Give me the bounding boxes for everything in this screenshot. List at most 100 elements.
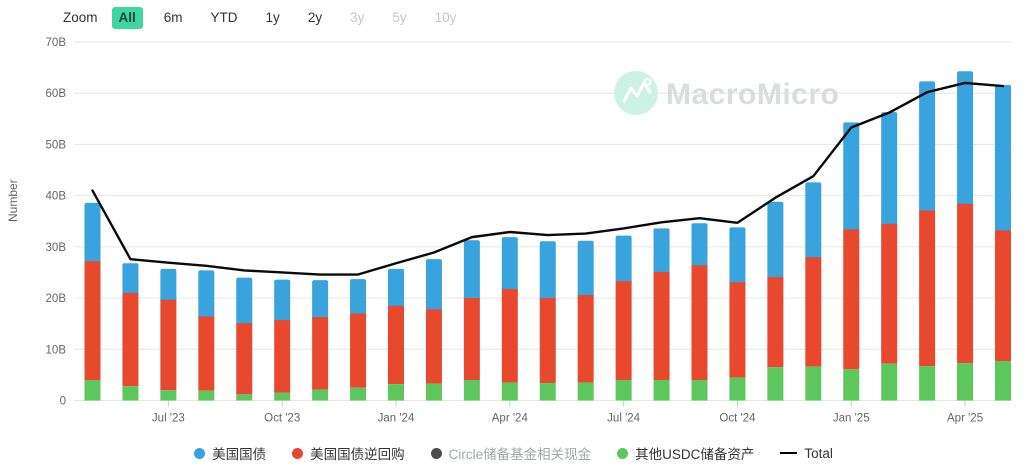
legend-item-label: 美国国债逆回购 xyxy=(310,447,405,462)
bar-segment-other-usdc[interactable] xyxy=(160,390,177,401)
bar-segment-repo[interactable] xyxy=(350,313,367,388)
bar-segment-repo[interactable] xyxy=(957,203,974,364)
bar-segment-other-usdc[interactable] xyxy=(881,363,898,401)
bar-segment-repo[interactable] xyxy=(122,292,139,387)
bar-segment-treasury[interactable] xyxy=(350,279,367,317)
logo-mountain-glyph xyxy=(622,81,652,103)
bar-segment-treasury[interactable] xyxy=(767,201,784,281)
bar-segment-other-usdc[interactable] xyxy=(653,380,670,401)
bar-segment-treasury[interactable] xyxy=(615,235,632,285)
zoom-toolbar: Zoom All 6m YTD 1y 2y 3y 5y 10y xyxy=(63,7,463,29)
bar-segment-treasury[interactable] xyxy=(122,263,139,296)
bar-segment-other-usdc[interactable] xyxy=(539,383,556,401)
bar-segment-other-usdc[interactable] xyxy=(236,394,253,401)
bar-segment-treasury[interactable] xyxy=(274,279,291,324)
y-tick-label: 0 xyxy=(60,396,66,408)
legend-item-其他USDC储备资产[interactable]: 其他USDC储备资产 xyxy=(617,443,754,463)
legend-dot-marker xyxy=(292,447,304,459)
bar-segment-treasury[interactable] xyxy=(881,112,898,227)
bar-segment-other-usdc[interactable] xyxy=(843,369,860,401)
bar-segment-other-usdc[interactable] xyxy=(198,390,215,401)
bar-segment-other-usdc[interactable] xyxy=(122,386,139,401)
bar-segment-treasury[interactable] xyxy=(539,241,556,302)
bar-segment-other-usdc[interactable] xyxy=(957,363,974,401)
legend-item-美国国债[interactable]: 美国国债 xyxy=(194,443,266,463)
bar-segment-repo[interactable] xyxy=(919,210,936,367)
zoom-button-ytd[interactable]: YTD xyxy=(204,7,245,29)
bar-segment-repo[interactable] xyxy=(198,316,215,391)
bar-segment-treasury[interactable] xyxy=(653,228,670,275)
bar-segment-repo[interactable] xyxy=(539,298,556,384)
bar-segment-other-usdc[interactable] xyxy=(350,387,367,401)
zoom-button-all[interactable]: All xyxy=(111,7,143,29)
bar-segment-treasury[interactable] xyxy=(729,227,746,286)
legend-item-Circle储备基金相关现金[interactable]: Circle储备基金相关现金 xyxy=(430,443,591,463)
bar-segment-repo[interactable] xyxy=(615,281,632,381)
bar-segment-treasury[interactable] xyxy=(843,122,860,233)
bar-segment-repo[interactable] xyxy=(501,288,518,383)
bar-segment-other-usdc[interactable] xyxy=(463,380,480,401)
zoom-button-10y: 10y xyxy=(428,7,464,29)
bar-segment-treasury[interactable] xyxy=(919,81,936,214)
bar-segment-treasury[interactable] xyxy=(577,240,594,298)
bar-segment-repo[interactable] xyxy=(388,305,404,385)
bar-segment-repo[interactable] xyxy=(425,309,442,384)
y-axis-title: Number xyxy=(6,179,20,222)
bar-segment-treasury[interactable] xyxy=(84,202,101,265)
bar-segment-repo[interactable] xyxy=(84,261,101,381)
bar-segment-other-usdc[interactable] xyxy=(84,380,101,401)
bar-segment-treasury[interactable] xyxy=(691,223,708,269)
bar-segment-treasury[interactable] xyxy=(463,240,480,302)
y-tick-label: 40B xyxy=(46,191,67,203)
bar-segment-treasury[interactable] xyxy=(312,280,329,321)
bar-segment-repo[interactable] xyxy=(691,265,708,381)
bar-segment-repo[interactable] xyxy=(463,298,480,381)
zoom-button-2y[interactable]: 2y xyxy=(301,7,329,29)
bar-segment-repo[interactable] xyxy=(160,299,177,391)
legend-dot-marker xyxy=(617,447,629,459)
bar-segment-repo[interactable] xyxy=(577,294,594,383)
bar-segment-repo[interactable] xyxy=(274,320,291,393)
zoom-button-1y[interactable]: 1y xyxy=(259,7,287,29)
bar-segment-other-usdc[interactable] xyxy=(274,392,291,401)
bar-segment-other-usdc[interactable] xyxy=(919,366,936,401)
bar-segment-repo[interactable] xyxy=(312,317,329,390)
bar-segment-repo[interactable] xyxy=(767,277,784,368)
bar-segment-treasury[interactable] xyxy=(236,277,253,327)
bar-segment-other-usdc[interactable] xyxy=(501,382,518,401)
bar-segment-other-usdc[interactable] xyxy=(312,389,329,401)
total-line[interactable] xyxy=(91,81,1005,276)
bar-segment-repo[interactable] xyxy=(653,271,670,381)
legend-item-total[interactable]: Total xyxy=(780,446,833,461)
x-tick-label: Apr '25 xyxy=(947,413,983,425)
bar-segment-other-usdc[interactable] xyxy=(729,377,746,401)
bar-segment-other-usdc[interactable] xyxy=(388,384,404,401)
bar-segment-other-usdc[interactable] xyxy=(767,367,784,401)
y-tick-label: 20B xyxy=(46,293,67,305)
bar-segment-treasury[interactable] xyxy=(198,270,215,320)
bar-segment-other-usdc[interactable] xyxy=(995,361,1011,401)
bar-segment-repo[interactable] xyxy=(881,223,898,364)
bar-segment-repo[interactable] xyxy=(729,282,746,378)
bar-segment-other-usdc[interactable] xyxy=(577,382,594,401)
bar-segment-repo[interactable] xyxy=(805,257,822,367)
bar-segment-treasury[interactable] xyxy=(501,237,518,292)
zoom-range-buttons: All 6m YTD 1y 2y 3y 5y 10y xyxy=(111,7,464,29)
bar-segment-treasury[interactable] xyxy=(388,268,404,309)
bar-segment-treasury[interactable] xyxy=(805,182,822,261)
bar-segment-treasury[interactable] xyxy=(425,259,442,313)
legend-item-美国国债逆回购[interactable]: 美国国债逆回购 xyxy=(292,443,405,463)
bar-segment-repo[interactable] xyxy=(843,229,860,370)
bar-segment-other-usdc[interactable] xyxy=(691,380,708,401)
bar-segment-treasury[interactable] xyxy=(160,268,177,303)
bar-segment-other-usdc[interactable] xyxy=(615,380,632,401)
bar-segment-treasury[interactable] xyxy=(957,71,974,207)
bar-segment-other-usdc[interactable] xyxy=(425,383,442,401)
bar-segment-repo[interactable] xyxy=(236,323,253,395)
bar-segment-treasury[interactable] xyxy=(995,85,1011,234)
bar-segment-repo[interactable] xyxy=(995,230,1011,362)
bar-segment-other-usdc[interactable] xyxy=(805,366,822,401)
zoom-button-6m[interactable]: 6m xyxy=(157,7,190,29)
